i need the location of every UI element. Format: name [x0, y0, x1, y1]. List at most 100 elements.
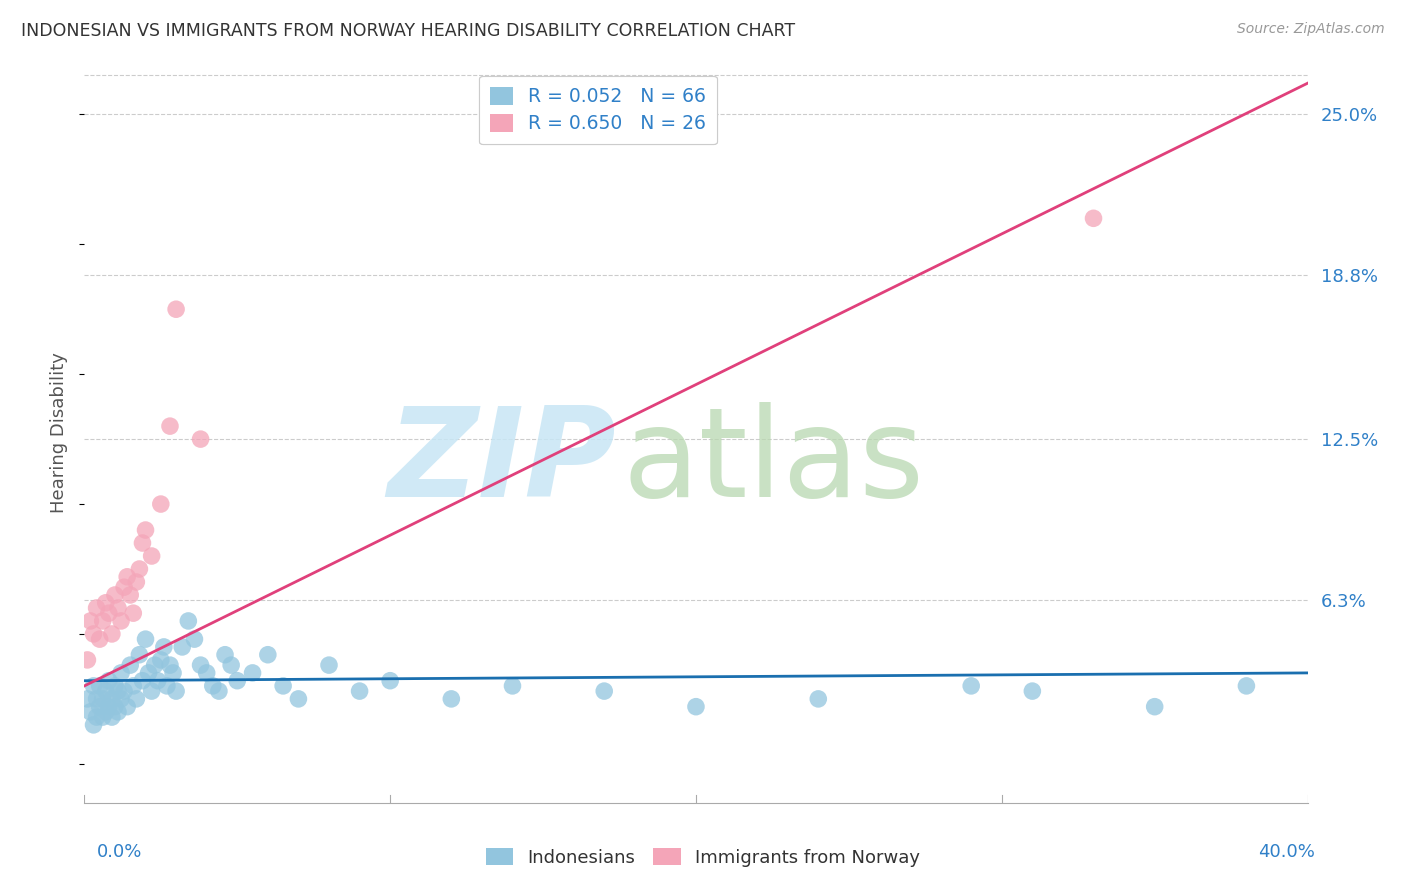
Point	[159, 419, 181, 434]
Text: 40.0%: 40.0%	[1258, 843, 1315, 861]
Point	[380, 673, 402, 688]
Point	[79, 705, 101, 719]
Point	[122, 606, 145, 620]
Point	[112, 580, 135, 594]
Point	[807, 692, 830, 706]
Point	[201, 679, 224, 693]
Point	[104, 699, 127, 714]
Legend: Indonesians, Immigrants from Norway: Indonesians, Immigrants from Norway	[479, 841, 927, 874]
Point	[120, 658, 142, 673]
Point	[89, 679, 111, 693]
Point	[110, 614, 132, 628]
Point	[287, 692, 309, 706]
Point	[153, 640, 176, 654]
Point	[101, 692, 124, 706]
Point	[271, 679, 294, 693]
Point	[122, 679, 145, 693]
Point	[214, 648, 236, 662]
Point	[440, 692, 463, 706]
Point	[97, 606, 120, 620]
Legend: R = 0.052   N = 66, R = 0.650   N = 26: R = 0.052 N = 66, R = 0.650 N = 26	[479, 76, 717, 145]
Point	[97, 673, 120, 688]
Point	[685, 699, 707, 714]
Point	[141, 684, 163, 698]
Point	[159, 658, 181, 673]
Point	[146, 673, 169, 688]
Point	[257, 648, 280, 662]
Point	[110, 665, 132, 680]
Point	[219, 658, 242, 673]
Point	[190, 432, 212, 446]
Point	[149, 497, 172, 511]
Point	[125, 574, 148, 589]
Point	[1021, 684, 1043, 698]
Point	[104, 588, 127, 602]
Point	[76, 653, 98, 667]
Text: Source: ZipAtlas.com: Source: ZipAtlas.com	[1237, 22, 1385, 37]
Point	[115, 570, 138, 584]
Point	[131, 673, 153, 688]
Point	[165, 684, 187, 698]
Point	[149, 653, 172, 667]
Point	[115, 699, 138, 714]
Point	[101, 627, 124, 641]
Point	[91, 614, 114, 628]
Point	[143, 658, 166, 673]
Point	[242, 665, 264, 680]
Point	[125, 692, 148, 706]
Text: 0.0%: 0.0%	[97, 843, 142, 861]
Point	[190, 658, 212, 673]
Point	[1143, 699, 1166, 714]
Point	[960, 679, 983, 693]
Point	[94, 705, 117, 719]
Text: ZIP: ZIP	[388, 401, 616, 523]
Point	[1236, 679, 1258, 693]
Point	[226, 673, 249, 688]
Point	[208, 684, 231, 698]
Point	[83, 627, 105, 641]
Point	[135, 632, 157, 647]
Point	[79, 614, 101, 628]
Point	[89, 699, 111, 714]
Point	[94, 596, 117, 610]
Point	[120, 588, 142, 602]
Point	[1083, 211, 1105, 226]
Point	[107, 705, 129, 719]
Point	[86, 601, 108, 615]
Point	[593, 684, 616, 698]
Point	[110, 692, 132, 706]
Point	[156, 679, 179, 693]
Point	[128, 648, 150, 662]
Point	[76, 692, 98, 706]
Point	[138, 665, 160, 680]
Point	[83, 718, 105, 732]
Text: INDONESIAN VS IMMIGRANTS FROM NORWAY HEARING DISABILITY CORRELATION CHART: INDONESIAN VS IMMIGRANTS FROM NORWAY HEA…	[21, 22, 796, 40]
Point	[91, 692, 114, 706]
Text: atlas: atlas	[623, 401, 925, 523]
Point	[165, 302, 187, 317]
Point	[104, 679, 127, 693]
Point	[318, 658, 340, 673]
Point	[195, 665, 218, 680]
Point	[89, 632, 111, 647]
Point	[107, 601, 129, 615]
Point	[91, 710, 114, 724]
Point	[135, 523, 157, 537]
Point	[94, 684, 117, 698]
Point	[86, 710, 108, 724]
Point	[502, 679, 524, 693]
Point	[112, 684, 135, 698]
Y-axis label: Hearing Disability: Hearing Disability	[51, 352, 69, 513]
Point	[172, 640, 194, 654]
Point	[162, 665, 184, 680]
Point	[128, 562, 150, 576]
Point	[131, 536, 153, 550]
Point	[349, 684, 371, 698]
Point	[83, 679, 105, 693]
Point	[101, 710, 124, 724]
Point	[141, 549, 163, 563]
Point	[107, 684, 129, 698]
Point	[177, 614, 200, 628]
Point	[86, 692, 108, 706]
Point	[97, 699, 120, 714]
